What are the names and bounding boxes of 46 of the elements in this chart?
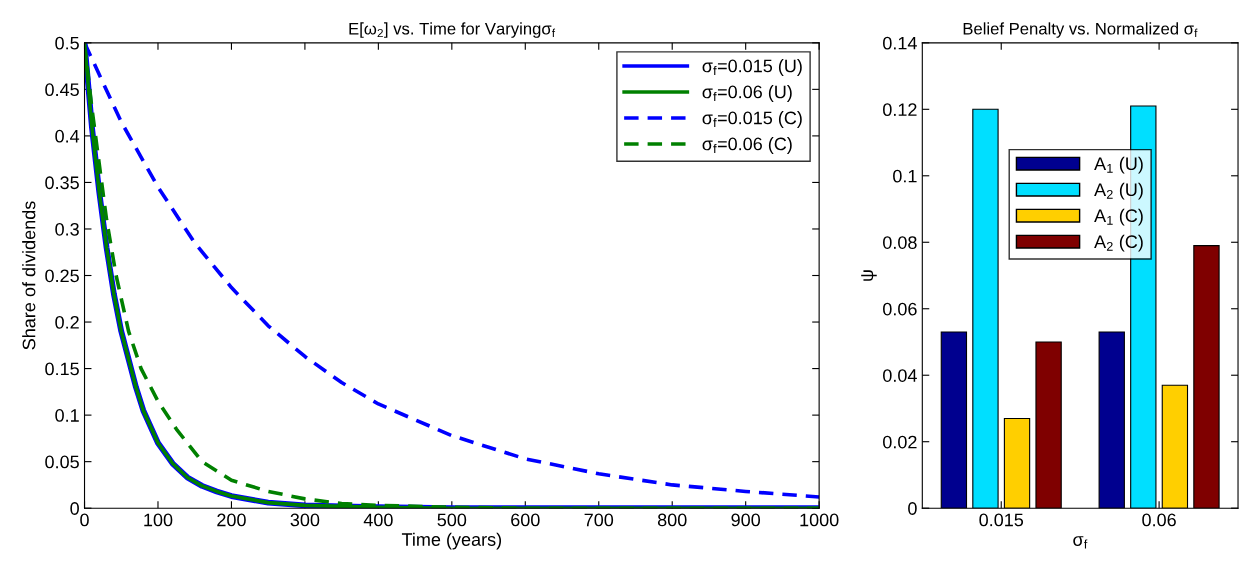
legend-label: A$_{2}$ (C) [1094,234,1143,252]
x-axis-title: σ$_{f}$ [1073,536,1088,549]
x-tick-label: 200 [217,513,246,527]
legend-label: A$_{1}$ (U) [1094,156,1143,174]
x-tick-label: 300 [290,513,320,527]
y-axis-title: ψ [861,270,877,281]
x-tick-label: 0.06 [1142,513,1176,527]
y-tick-label: 0.08 [883,236,917,249]
y-tick-label: 0.25 [45,269,79,283]
x-tick-label: 600 [511,513,540,527]
y-tick-label: 0.06 [883,302,917,316]
x-axis-title: Time (years) [401,532,502,550]
y-tick-label: 0 [70,502,79,515]
y-tick-label: 0.12 [883,103,917,117]
x-tick-label: 100 [144,513,173,527]
legend-label: σ$_{f}$=0.015 (C) [702,111,802,128]
y-tick-label: 0.1 [893,169,917,183]
legend-label: σ$_{f}$=0.06 (U) [702,85,792,102]
y-tick-label: 0.4 [55,129,80,143]
y-tick-label: 0.3 [55,222,79,236]
x-tick-label: 0 [80,513,89,527]
legend-label: σ$_{f}$=0.015 (U) [702,59,802,76]
y-tick-label: 0.04 [883,369,917,382]
y-tick-label: 0.35 [45,176,79,190]
chart-title: Belief Penalty vs. Normalized σ$_{f}$ [963,22,1198,38]
y-tick-label: 0.1 [55,409,79,422]
y-tick-label: 0.15 [45,362,79,376]
y-tick-label: 0.45 [45,83,79,97]
x-tick-label: 400 [363,513,393,527]
y-axis-title: Share of dividends [22,201,36,350]
y-tick-label: 0 [908,502,917,515]
x-tick-label: 800 [657,513,687,527]
legend-label: A$_{1}$ (C) [1094,208,1143,226]
x-tick-label: 0.015 [979,513,1024,527]
x-tick-label: 500 [437,513,467,527]
x-tick-label: 1000 [800,513,839,527]
x-tick-label: 700 [584,513,614,527]
y-tick-label: 0.05 [45,455,79,469]
y-tick-label: 0.14 [883,36,917,50]
y-tick-label: 0.5 [55,36,79,50]
x-tick-label: 900 [731,513,761,527]
chart-title: E[ω$_{2}$] vs. Time for Varyingσ$_{f}$ [349,22,556,38]
legend-label: A$_{2}$ (U) [1094,182,1143,200]
y-tick-label: 0.02 [883,435,917,449]
y-tick-label: 0.2 [55,315,79,329]
legend-label: σ$_{f}$=0.06 (C) [702,137,792,154]
